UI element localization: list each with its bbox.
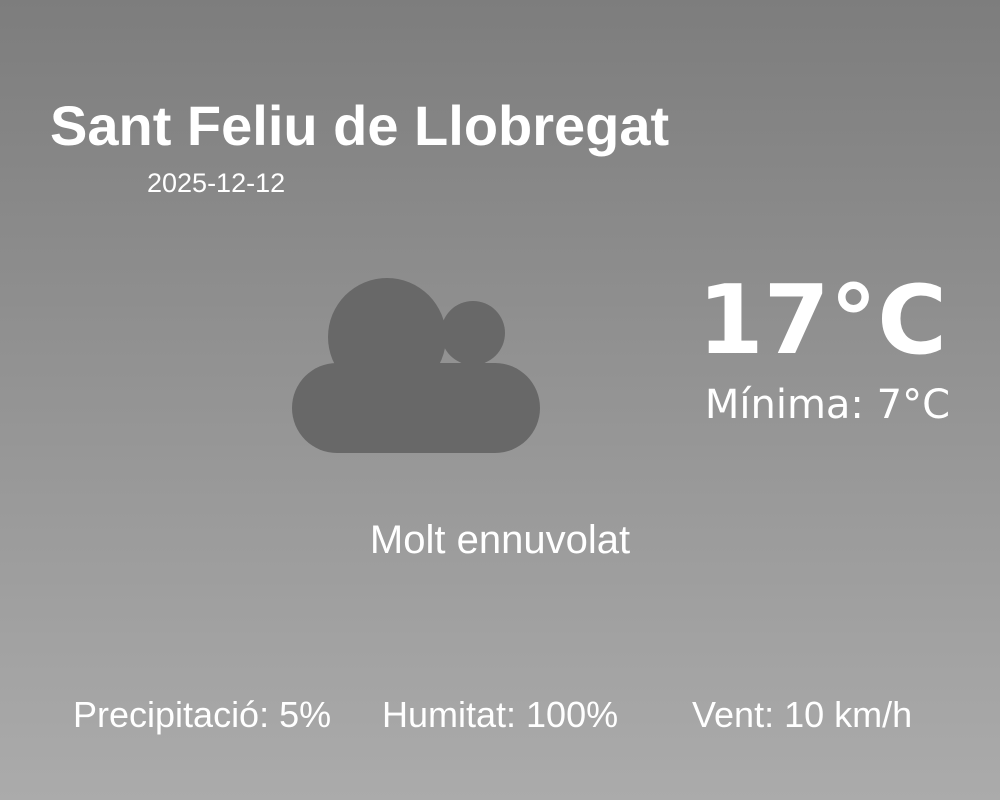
condition-text: Molt ennuvolat [369,518,631,562]
precipitation-stat: Precipitació: 5% [73,694,332,735]
location-title: Sant Feliu de Llobregat [50,94,670,157]
forecast-date: 2025-12-12 [147,168,286,198]
minimum-temperature: Mínima: 7°C [704,382,950,428]
cloud-icon [280,270,550,460]
humidity-stat: Humitat: 100% [382,694,619,735]
current-temperature: 17°C [697,266,947,376]
wind-stat: Vent: 10 km/h [692,694,913,735]
